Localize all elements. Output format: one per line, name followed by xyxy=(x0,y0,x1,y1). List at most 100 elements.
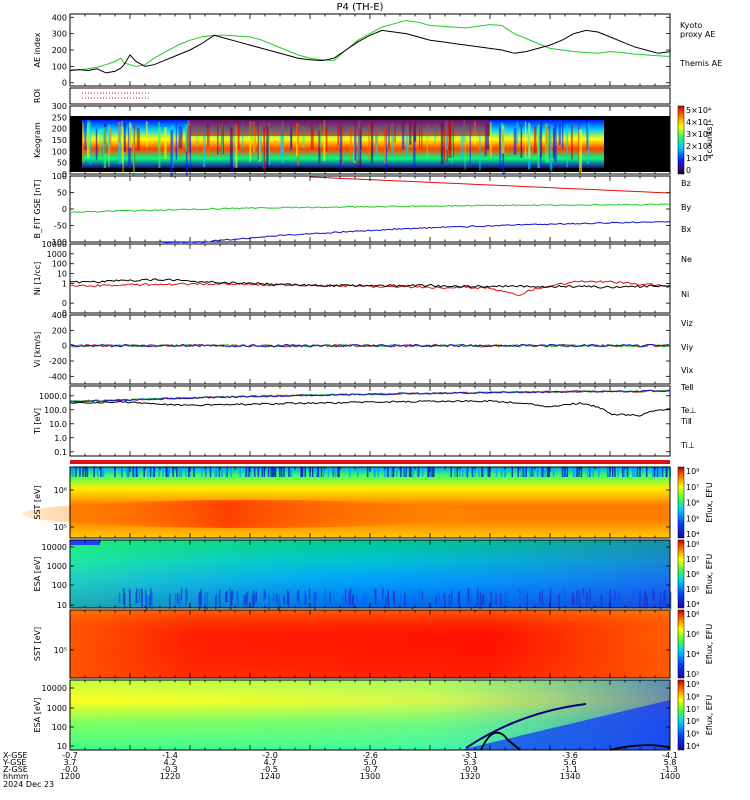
sst-ion-noise-stripe xyxy=(289,467,291,477)
esa-ion-low-energy-stripe xyxy=(304,590,306,606)
sst-ion-noise-stripe xyxy=(547,467,550,477)
sst-ion-noise-stripe xyxy=(97,467,99,477)
ae-series-themisae xyxy=(69,29,671,74)
keogram-striation xyxy=(302,126,305,149)
esa-ion-low-energy-stripe xyxy=(341,594,344,606)
sst-ion-colorbar-tick: 10⁷ xyxy=(686,483,699,492)
x-axis-time: 1220 xyxy=(160,772,180,781)
esa-ion-low-energy-stripe xyxy=(204,592,206,610)
x-axis-gse-z: -1.3 xyxy=(662,765,678,774)
keogram-striation xyxy=(123,122,126,152)
esa-ion-low-energy-stripe xyxy=(640,590,642,607)
esa-ion-low-energy-stripe xyxy=(304,594,307,605)
sst-ion-noise-stripe xyxy=(244,467,247,477)
esa-ion-low-energy-stripe xyxy=(400,593,402,604)
esa-ion-low-energy-stripe xyxy=(206,591,209,610)
sst-ion-noise-stripe xyxy=(274,467,277,477)
sst-ion-noise-stripe xyxy=(614,467,616,477)
sst-ion-noise-stripe xyxy=(589,467,592,477)
roi-ylabel: ROI xyxy=(33,89,42,103)
esa-ion-low-energy-stripe xyxy=(650,594,653,605)
esa-ion-low-energy-stripe xyxy=(283,595,286,604)
keogram-striation xyxy=(547,129,549,163)
esa-elec-colorbar-tick: 10⁶ xyxy=(686,717,699,726)
bfield-frame xyxy=(69,175,671,243)
sst-elec-colorbar-tick: 10² xyxy=(686,670,699,679)
keogram-striation xyxy=(558,124,561,146)
esa-electron-low-flux-wedge xyxy=(460,700,670,750)
keogram-striation xyxy=(268,123,270,166)
roi-frame xyxy=(69,87,671,105)
esa-ion-low-energy-stripe xyxy=(272,592,275,603)
esa-ion-low-energy-stripe xyxy=(198,592,201,610)
esa-ion-low-energy-stripe xyxy=(180,588,183,601)
sst-ion-noise-stripe xyxy=(86,467,89,477)
esa-ion-low-energy-stripe xyxy=(476,588,479,606)
keogram-striation xyxy=(452,127,454,158)
keogram-striation xyxy=(118,129,121,165)
keogram-striation xyxy=(587,122,590,165)
sst-ion-noise-stripe xyxy=(135,467,138,477)
esa-ion-low-energy-stripe xyxy=(576,590,578,605)
sst-ion-noise-stripe xyxy=(617,467,619,477)
sst-ion-noise-stripe xyxy=(578,467,580,477)
keogram-striation xyxy=(479,127,481,171)
sst-ion-noise-stripe xyxy=(572,467,575,477)
keogram-striation xyxy=(388,125,390,148)
sst-ion-y-tick-label: 10⁶ xyxy=(54,486,67,495)
esa-ion-low-energy-stripe xyxy=(411,594,414,613)
sst-ion-noise-stripe xyxy=(153,467,155,477)
sst-ion-noise-stripe xyxy=(366,467,369,477)
sst-ion-noise-stripe xyxy=(178,467,181,477)
esa-ion-low-energy-stripe xyxy=(151,591,153,609)
sst-ion-noise-stripe xyxy=(456,467,459,477)
keogram-striation xyxy=(129,122,132,148)
keogram-striation xyxy=(323,120,326,162)
keogram-striation xyxy=(490,122,492,158)
esa-ion-low-energy-stripe xyxy=(387,589,390,606)
keogram-striation xyxy=(533,126,537,154)
keogram-y-tick-label: 200 xyxy=(52,125,67,134)
esa-ion-low-energy-stripe xyxy=(666,590,668,605)
esa-elec-colorbar-tick: 10⁵ xyxy=(686,730,699,739)
esa-ion-low-energy-stripe xyxy=(381,588,384,600)
sst-ion-noise-stripe xyxy=(431,467,434,477)
sst-ion-noise-stripe xyxy=(383,467,386,477)
esa-ion-low-energy-stripe xyxy=(669,591,672,610)
esa-ion-low-energy-stripe xyxy=(549,588,552,603)
esa-ion-y-tick-label: 1000 xyxy=(47,562,67,571)
keogram-striation xyxy=(484,123,487,157)
sst-ion-noise-stripe xyxy=(317,467,319,477)
sst-elec-colorbar-tick: 10⁴ xyxy=(686,650,699,659)
sst-ion-noise-stripe xyxy=(263,467,266,477)
keogram-striation xyxy=(383,127,386,164)
sst-ion-noise-stripe xyxy=(546,467,549,477)
keogram-striation xyxy=(418,127,421,148)
keogram-striation xyxy=(451,121,453,164)
sst-ion-noise-stripe xyxy=(404,467,406,477)
ae-y-tick-label: 200 xyxy=(52,46,67,55)
sst-ion-noise-stripe xyxy=(387,467,389,477)
esa-ion-low-energy-stripe xyxy=(329,591,331,603)
keogram-striation xyxy=(405,125,409,158)
keogram-striation xyxy=(516,121,519,144)
keogram-striation xyxy=(548,126,551,159)
sst-ion-noise-stripe xyxy=(653,467,656,477)
sst-ion-noise-stripe xyxy=(334,467,337,477)
sst-ion-noise-stripe xyxy=(290,467,293,477)
esa-ion-low-energy-stripe xyxy=(174,593,177,604)
x-axis-gse-x: -0.7 xyxy=(62,751,78,760)
x-axis-gse-x: -1.4 xyxy=(162,751,178,760)
esa-elec-y-tick-label: 100 xyxy=(52,723,67,732)
esa-ion-low-energy-stripe xyxy=(611,595,613,608)
sst-ion-noise-stripe xyxy=(280,467,283,477)
sst-ion-noise-stripe xyxy=(315,467,318,477)
density-y-tick-label: 0 xyxy=(62,299,67,308)
sst-ion-noise-stripe xyxy=(143,467,145,477)
keogram-striation xyxy=(359,129,362,168)
sst-ion-noise-stripe xyxy=(412,467,414,477)
sst-ion-noise-stripe xyxy=(349,467,351,477)
sst-ion-noise-stripe xyxy=(187,467,190,477)
esa-ion-low-energy-stripe xyxy=(365,593,367,606)
sst-ion-noise-stripe xyxy=(429,467,432,477)
